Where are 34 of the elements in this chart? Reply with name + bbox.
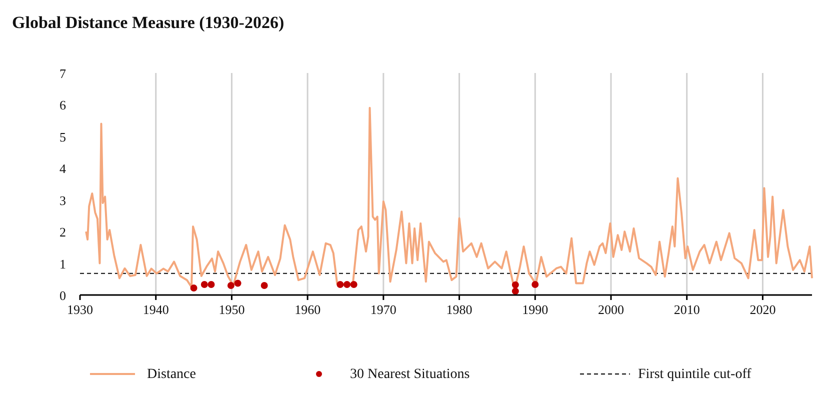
x-tick-label: 1960 — [294, 302, 321, 317]
point — [234, 280, 242, 287]
x-tick-label: 1930 — [67, 302, 93, 317]
point — [260, 282, 268, 289]
point — [532, 281, 539, 288]
x-tick-label: 1950 — [218, 302, 245, 317]
point — [512, 281, 519, 288]
x-tick-label: 2020 — [750, 302, 776, 317]
x-tick-label: 1940 — [142, 302, 169, 317]
x-tick-label: 1990 — [522, 302, 548, 317]
point — [208, 281, 215, 288]
point — [350, 281, 358, 288]
point — [336, 281, 344, 288]
y-tick-label: 0 — [60, 288, 66, 303]
y-tick-label: 2 — [60, 224, 66, 240]
x-tick-label: 2010 — [674, 302, 700, 317]
y-tick-label: 1 — [60, 256, 66, 272]
x-tick-label: 1980 — [446, 302, 472, 317]
x-tick-label: 1970 — [370, 302, 396, 317]
chart-title: Global Distance Measure (1930-2026) — [12, 13, 284, 32]
y-tick-label: 5 — [60, 129, 66, 144]
point — [200, 281, 208, 288]
legend-label: 30 Nearest Situations — [350, 367, 470, 382]
x-tick-label: 2000 — [598, 302, 624, 317]
legend-label: First quintile cut-off — [638, 367, 752, 382]
point — [227, 282, 234, 289]
y-tick-label: 6 — [60, 98, 66, 113]
y-tick-label: 3 — [60, 192, 66, 208]
legend-label: Distance — [147, 367, 196, 382]
point — [512, 288, 519, 295]
y-tick-label: 7 — [60, 66, 66, 81]
y-tick-label: 4 — [60, 161, 66, 176]
point — [190, 284, 198, 292]
point — [344, 281, 351, 288]
